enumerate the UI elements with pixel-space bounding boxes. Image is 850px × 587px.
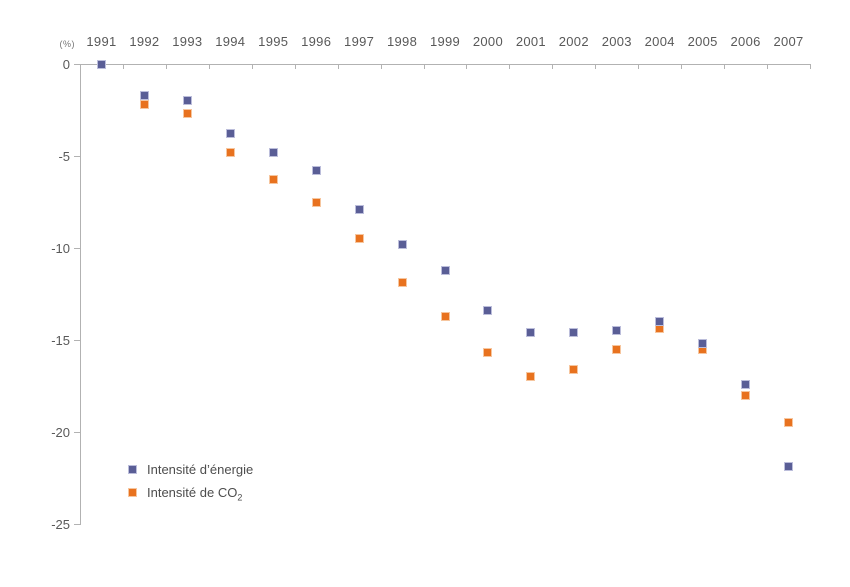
data-point-marker: [440, 311, 450, 321]
legend-swatch-icon: [128, 464, 137, 474]
x-axis-tick: [165, 64, 167, 69]
data-point-marker: [311, 197, 321, 207]
legend-item: Intensité d’énergie: [128, 461, 253, 477]
data-point-marker: [784, 418, 794, 428]
y-axis-label: -15: [51, 333, 70, 348]
x-axis-tick: [380, 64, 382, 69]
y-axis-tick: [74, 340, 80, 341]
x-axis-label: 2005: [687, 34, 718, 49]
x-axis-label: 2002: [558, 34, 589, 49]
data-point-marker: [569, 328, 579, 338]
x-axis-label: 2006: [730, 34, 761, 49]
data-point-marker: [139, 99, 149, 109]
data-point-marker: [612, 326, 622, 336]
legend-item: Intensité de CO2: [128, 484, 253, 503]
x-axis-tick: [337, 64, 339, 69]
x-axis-tick: [466, 64, 468, 69]
legend-swatch-icon: [128, 487, 137, 497]
legend-label: Intensité d’énergie: [147, 461, 254, 477]
data-point-marker: [182, 96, 192, 106]
data-point-marker: [182, 109, 192, 119]
data-point-marker: [268, 147, 278, 157]
x-axis-tick: [509, 64, 511, 69]
y-axis-tick: [74, 156, 80, 157]
x-axis-label: 1992: [129, 34, 160, 49]
x-axis-label: 1996: [301, 34, 332, 49]
x-axis-tick: [423, 64, 425, 69]
x-axis-tick: [122, 64, 124, 69]
legend: Intensité d’énergie Intensité de CO2: [128, 461, 253, 507]
data-point-marker: [139, 90, 149, 100]
data-point-marker: [526, 328, 536, 338]
x-axis-tick: [681, 64, 683, 69]
x-axis-label: 2007: [773, 34, 804, 49]
x-axis-tick: [724, 64, 726, 69]
data-point-marker: [311, 166, 321, 176]
x-axis-label: 1991: [86, 34, 117, 49]
x-axis-tick: [208, 64, 210, 69]
data-point-marker: [96, 59, 106, 69]
x-axis-tick: [251, 64, 253, 69]
x-axis-label: 1998: [386, 34, 418, 49]
x-axis-label: 1993: [172, 34, 203, 49]
x-axis-tick: [767, 64, 769, 69]
data-point-marker: [483, 348, 493, 358]
x-axis-line: [80, 64, 811, 65]
data-point-marker: [784, 462, 794, 472]
data-point-marker: [225, 129, 235, 139]
data-point-marker: [569, 364, 579, 374]
x-axis-label: 1995: [258, 34, 289, 49]
x-axis-label: 1994: [215, 34, 246, 49]
y-axis-line: [80, 64, 81, 525]
x-axis-tick: [810, 64, 811, 69]
x-axis-tick: [638, 64, 640, 69]
y-axis-label: -5: [58, 149, 70, 164]
data-point-marker: [354, 234, 364, 244]
y-axis-tick: [74, 64, 80, 65]
data-point-marker: [440, 265, 450, 275]
x-axis-tick: [595, 64, 597, 69]
y-axis-tick: [74, 248, 80, 249]
data-point-marker: [612, 344, 622, 354]
data-point-marker: [397, 278, 407, 288]
x-axis-label: 1999: [429, 34, 461, 49]
x-axis-label: 1997: [344, 34, 375, 49]
x-axis-label: 2004: [644, 34, 675, 49]
data-point-marker: [741, 390, 751, 400]
x-axis-tick: [294, 64, 296, 69]
y-axis-label: -20: [51, 425, 70, 440]
y-axis-unit-label: (%): [59, 39, 75, 49]
x-axis-label: 2001: [515, 34, 546, 49]
data-point-marker: [526, 372, 536, 382]
data-point-marker: [741, 379, 751, 389]
x-axis-label: 2003: [601, 34, 632, 49]
x-axis-label: 2000: [472, 34, 503, 49]
data-point-marker: [354, 204, 364, 214]
data-point-marker: [268, 175, 278, 185]
data-point-marker: [698, 339, 708, 349]
data-point-marker: [483, 306, 493, 316]
y-axis-label: -10: [51, 241, 70, 256]
x-axis-tick: [552, 64, 554, 69]
y-axis-tick: [74, 432, 80, 433]
data-point-marker: [397, 239, 407, 249]
y-axis-tick: [74, 524, 80, 525]
y-axis-label: -25: [51, 517, 70, 532]
y-axis-label: 0: [62, 57, 70, 72]
data-point-marker: [225, 147, 235, 157]
data-point-marker: [655, 317, 665, 327]
legend-label: Intensité de CO2: [147, 484, 243, 503]
